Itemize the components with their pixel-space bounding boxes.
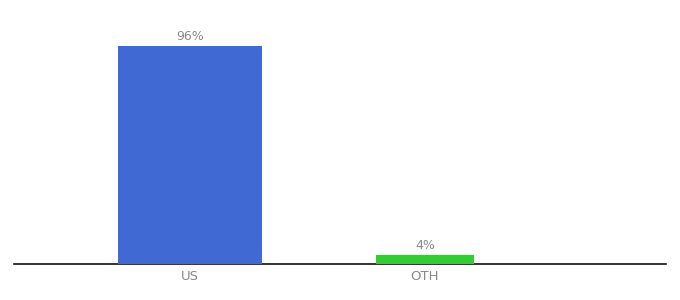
Bar [376,255,474,264]
Text: 4%: 4% [415,238,435,251]
Bar [118,46,262,264]
Text: 96%: 96% [176,30,204,43]
